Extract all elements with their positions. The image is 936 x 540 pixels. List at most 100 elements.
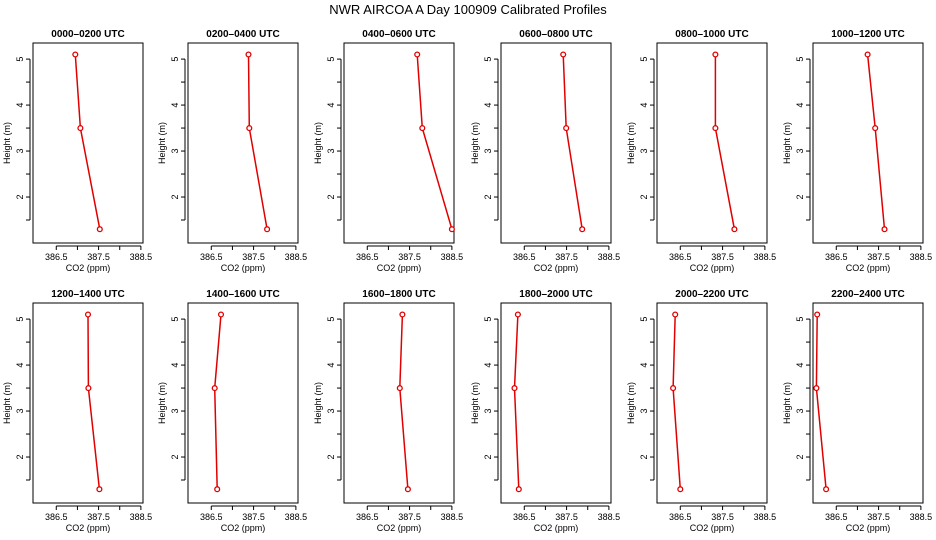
panel: 1400–1600 UTC 386.5 387.5 388.5 CO2 (ppm) 2 3 4… (157, 289, 307, 533)
data-point (211, 385, 218, 392)
y-tick-label: 5 (795, 57, 805, 62)
x-tick-label: 387.5 (867, 252, 890, 262)
y-tick-label: 4 (170, 103, 180, 108)
x-tick-label: 388.5 (130, 512, 153, 522)
y-tick-label: 4 (639, 363, 649, 368)
y-axis: 2 3 4 5 Height (m) (470, 57, 499, 221)
y-axis: 2 3 4 5 Height (m) (2, 57, 31, 221)
data-point (511, 385, 518, 392)
panel-title: 0400–0600 UTC (362, 29, 435, 40)
data-point (77, 125, 84, 132)
y-axis-label: Height (m) (470, 122, 480, 164)
plot-frame (32, 42, 144, 244)
plot-frame (187, 302, 299, 504)
y-tick-label: 2 (795, 195, 805, 200)
profile-line (87, 314, 101, 490)
profile-line (513, 314, 520, 490)
y-tick-label: 4 (326, 103, 336, 108)
x-tick-label: 386.5 (669, 252, 692, 262)
panel: 0400–0600 UTC 386.5 387.5 388.5 CO2 (ppm) 2 3 4… (313, 29, 463, 273)
x-axis-label: CO2 (ppm) (534, 523, 579, 533)
y-tick-label: 3 (795, 149, 805, 154)
panel-title: 0200–0400 UTC (206, 29, 279, 40)
data-point (404, 486, 411, 493)
y-tick-label: 5 (170, 57, 180, 62)
x-axis-label: CO2 (ppm) (377, 263, 422, 273)
x-tick-label: 387.5 (398, 252, 421, 262)
data-point (872, 125, 879, 132)
y-tick-label: 4 (639, 103, 649, 108)
plot-frame (656, 42, 768, 244)
data-point (214, 486, 221, 493)
x-tick-label: 386.5 (45, 512, 68, 522)
data-point (246, 125, 253, 132)
x-tick-label: 386.5 (45, 252, 68, 262)
y-tick-label: 4 (483, 103, 493, 108)
data-point (813, 385, 820, 392)
x-axis-label: CO2 (ppm) (534, 263, 579, 273)
x-tick-label: 388.5 (441, 252, 464, 262)
plot-frame (343, 42, 455, 244)
x-tick-label: 388.5 (598, 252, 621, 262)
profile-line (416, 54, 453, 230)
plot-frame (656, 302, 768, 504)
data-point (217, 311, 225, 318)
profile-line (815, 314, 827, 490)
y-axis-label: Height (m) (626, 122, 636, 164)
y-axis-label: Height (m) (157, 382, 167, 424)
panel: 2000–2200 UTC 386.5 387.5 388.5 CO2 (ppm) 2 3 4… (626, 289, 776, 533)
panel: 0800–1000 UTC 386.5 387.5 388.5 CO2 (ppm) 2 3 4… (626, 29, 776, 273)
y-tick-label: 5 (170, 317, 180, 322)
x-tick-label: 386.5 (200, 512, 223, 522)
panel: 1200–1400 UTC 386.5 387.5 388.5 CO2 (ppm) 2 3 4… (2, 289, 152, 533)
data-point (731, 226, 738, 233)
y-axis-label: Height (m) (313, 382, 323, 424)
y-tick-label: 2 (15, 195, 25, 200)
plot-frame (343, 302, 455, 504)
plot-frame (32, 302, 144, 504)
data-point (677, 486, 684, 493)
x-tick-label: 387.5 (711, 512, 734, 522)
profile-line (213, 314, 222, 490)
y-axis: 2 3 4 5 Height (m) (313, 57, 342, 221)
y-axis-label: Height (m) (626, 382, 636, 424)
panel-title: 2000–2200 UTC (675, 289, 748, 300)
x-tick-label: 388.5 (754, 512, 777, 522)
data-point (672, 311, 679, 318)
x-tick-label: 387.5 (398, 512, 421, 522)
y-tick-label: 2 (483, 195, 493, 200)
plot-frame (812, 302, 924, 504)
data-point (670, 385, 677, 392)
y-axis-label: Height (m) (313, 122, 323, 164)
data-point (245, 51, 252, 58)
y-tick-label: 2 (170, 455, 180, 460)
x-axis-label: CO2 (ppm) (377, 523, 422, 533)
x-axis-label: CO2 (ppm) (66, 523, 111, 533)
y-tick-label: 3 (795, 409, 805, 414)
x-axis-label: CO2 (ppm) (846, 523, 891, 533)
y-axis-label: Height (m) (2, 382, 12, 424)
y-axis: 2 3 4 5 Height (m) (626, 57, 655, 221)
y-axis-label: Height (m) (782, 122, 792, 164)
y-axis: 2 3 4 5 Height (m) (313, 317, 342, 481)
data-point (96, 486, 103, 493)
x-tick-label: 388.5 (910, 512, 933, 522)
data-point (864, 51, 871, 58)
x-tick-label: 386.5 (825, 252, 848, 262)
y-tick-label: 3 (639, 149, 649, 154)
x-axis: 386.5 387.5 388.5 CO2 (ppm) (825, 505, 933, 533)
panel-title: 2200–2400 UTC (831, 289, 904, 300)
data-point (515, 486, 522, 493)
panel: 0200–0400 UTC 386.5 387.5 388.5 CO2 (ppm) 2 3 4… (157, 29, 307, 273)
y-tick-label: 3 (170, 409, 180, 414)
data-point (712, 125, 719, 132)
x-tick-label: 387.5 (242, 252, 265, 262)
x-axis: 386.5 387.5 388.5 CO2 (ppm) (669, 245, 776, 273)
data-point (396, 385, 403, 392)
profile-line (714, 54, 736, 230)
x-axis: 386.5 387.5 388.5 CO2 (ppm) (356, 505, 463, 533)
x-tick-label: 388.5 (598, 512, 621, 522)
data-point (264, 226, 271, 233)
data-point (72, 51, 79, 58)
y-tick-label: 2 (639, 195, 649, 200)
